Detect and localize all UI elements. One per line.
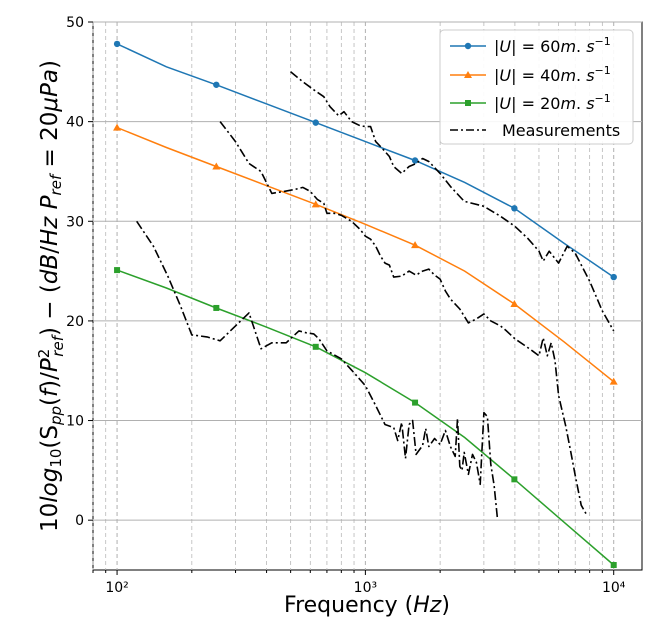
data-point-triangle	[113, 123, 122, 131]
x-tick-label: 10³	[354, 580, 377, 596]
series-2	[113, 123, 618, 385]
data-point-square	[213, 304, 220, 311]
data-point-triangle	[411, 241, 420, 249]
x-tick-label: 10⁴	[602, 580, 626, 596]
legend-marker-circle	[464, 42, 472, 50]
y-tick-label: 20	[66, 314, 84, 330]
y-tick-label: 10	[66, 414, 84, 430]
legend-entry-20: |U| = 20m. s−1	[450, 92, 611, 113]
legend-label-measurements: Measurements	[502, 121, 620, 140]
legend-label-20: |U| = 20m. s−1	[494, 92, 611, 113]
y-tick-label: 30	[66, 214, 84, 230]
data-point-square	[312, 343, 319, 350]
data-point-square	[412, 399, 419, 406]
data-point-circle	[113, 40, 121, 48]
series-line	[116, 269, 615, 566]
legend-label-60: |U| = 60m. s−1	[494, 35, 611, 56]
series-1	[113, 40, 617, 281]
legend-entry-60: |U| = 60m. s−1	[450, 35, 611, 56]
data-point-square	[610, 562, 617, 569]
data-point-square	[511, 476, 518, 483]
series-4	[136, 71, 615, 519]
data-point-circle	[610, 273, 617, 281]
data-point-circle	[213, 81, 220, 88]
data-point-triangle	[609, 377, 618, 385]
data-point-square	[114, 267, 121, 274]
y-tick-label: 40	[66, 115, 84, 131]
legend-entry-measurements: Measurements	[450, 121, 620, 140]
legend-label-40: |U| = 40m. s−1	[494, 64, 611, 85]
measurement-line	[219, 121, 588, 516]
y-axis-label: 10log10(Spp(f)/P2ref) − (dB/Hz Pref = 20…	[35, 60, 67, 532]
data-point-triangle	[510, 299, 519, 307]
chart-legend: |U| = 60m. s−1 |U| = 40m. s−1 |U| = 20m.…	[439, 29, 634, 145]
y-tick-label: 0	[75, 513, 84, 529]
data-point-circle	[411, 157, 419, 164]
data-point-circle	[511, 205, 518, 212]
data-point-circle	[312, 119, 319, 126]
x-tick-label: 10²	[105, 580, 128, 596]
data-point-triangle	[311, 200, 320, 208]
series-3	[114, 267, 617, 569]
series-line	[116, 43, 615, 278]
y-tick-label: 50	[66, 15, 84, 31]
axes: 0 10 20 30 40 50 10² 10³ 10⁴	[66, 15, 626, 596]
legend-entry-40: |U| = 40m. s−1	[450, 64, 611, 85]
series-line	[116, 126, 615, 383]
legend-marker-triangle	[464, 71, 472, 78]
legend-box	[439, 29, 634, 145]
legend-marker-square	[465, 100, 471, 106]
data-point-triangle	[212, 162, 221, 170]
series-group	[113, 40, 618, 569]
x-axis-label: Frequency (Hz)	[284, 593, 450, 618]
measurement-line	[290, 71, 615, 332]
measurement-line	[136, 220, 499, 519]
